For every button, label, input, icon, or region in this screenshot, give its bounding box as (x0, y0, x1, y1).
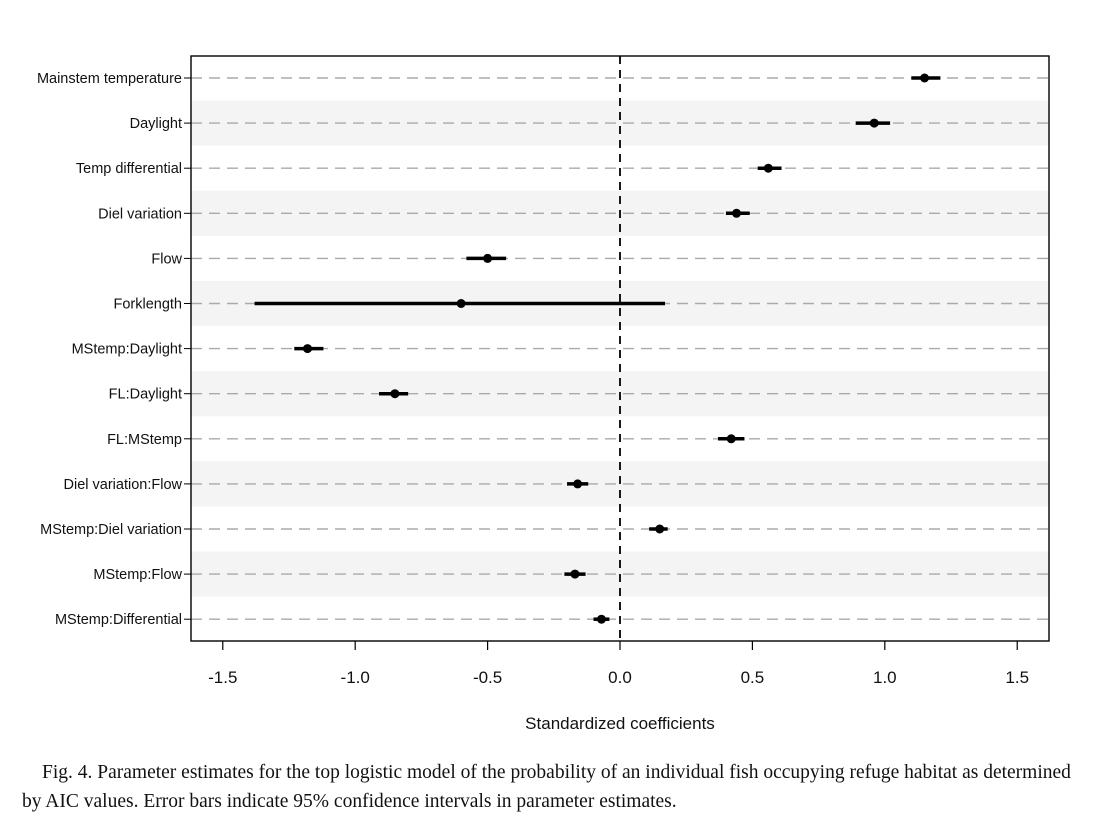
estimate-point (655, 524, 665, 534)
x-axis-labels: -1.5 -1.0 -0.5 0.0 0.5 1.0 1.5 (208, 668, 1029, 687)
y-tick-label: MStemp:Daylight (72, 342, 182, 358)
x-tick-label: -1.0 (341, 668, 370, 687)
estimate-point (303, 344, 313, 354)
estimate-point (763, 163, 773, 173)
estimate-point (483, 253, 493, 263)
y-tick-label: MStemp:Flow (93, 567, 182, 583)
y-axis-ticks (184, 77, 191, 620)
figure-caption: Fig. 4. Parameter estimates for the top … (22, 762, 1071, 812)
y-tick-label: MStemp:Diel variation (40, 522, 182, 538)
y-tick-label: Diel variation:Flow (64, 477, 183, 493)
estimate-point (390, 389, 400, 399)
y-tick-label: Diel variation (98, 206, 182, 222)
x-tick-label: 1.5 (1005, 668, 1029, 687)
y-tick-label: MStemp:Differential (55, 612, 182, 628)
y-tick-label: Temp differential (76, 161, 182, 177)
x-tick-label: 1.0 (873, 668, 897, 687)
y-tick-label: Flow (151, 251, 182, 267)
y-tick-label: FL:Daylight (109, 387, 182, 403)
estimate-point (732, 208, 742, 218)
x-axis-ticks (222, 641, 1018, 650)
x-tick-label: -0.5 (473, 668, 502, 687)
estimate-point (920, 73, 930, 83)
x-axis-title: Standardized coefficients (525, 714, 715, 733)
estimate-point (726, 434, 736, 444)
y-tick-label: Daylight (130, 116, 182, 132)
estimate-point (456, 299, 466, 308)
estimate-point (570, 569, 580, 579)
row-stripe (191, 100, 1049, 146)
x-tick-label: -1.5 (208, 668, 237, 687)
x-tick-label: 0.5 (741, 668, 765, 687)
y-tick-label: FL:MStemp (107, 432, 182, 448)
estimate-point (596, 614, 606, 624)
y-tick-label: Forklength (113, 297, 182, 313)
coefficient-plot: Mainstem temperature Daylight Temp differe… (37, 55, 1050, 733)
estimate-point (573, 479, 583, 489)
y-axis-labels: Mainstem temperature Daylight Temp differe… (37, 71, 183, 628)
x-tick-label: 0.0 (608, 668, 632, 687)
estimate-points (303, 73, 930, 624)
y-tick-label: Mainstem temperature (37, 71, 182, 87)
estimate-point (869, 118, 879, 128)
